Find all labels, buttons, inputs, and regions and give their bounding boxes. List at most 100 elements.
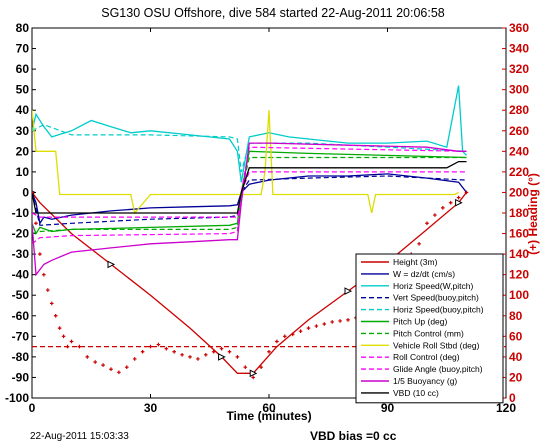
- right-axis-label: (+) Heading (°): [526, 173, 540, 255]
- heading-point: [85, 355, 90, 359]
- left-tick-label: -50: [12, 288, 30, 302]
- height-marker: [107, 260, 116, 269]
- heading-point: [49, 301, 54, 306]
- chart-title: SG130 OSU Offshore, dive 584 started 22-…: [101, 6, 445, 20]
- heading-point: [57, 326, 62, 330]
- heading-point: [53, 313, 58, 318]
- series-4-line: [32, 123, 467, 173]
- series-3-line: [32, 175, 467, 226]
- heading-point: [204, 353, 208, 357]
- legend-label: Pitch Control (mm): [393, 328, 464, 338]
- left-tick-label: -40: [12, 268, 30, 282]
- heading-point: [433, 213, 437, 217]
- right-tick-label: 0: [509, 391, 516, 405]
- series-9-line: [32, 146, 467, 245]
- left-tick-label: -30: [12, 247, 30, 261]
- bottom-tick-label: 30: [144, 401, 158, 415]
- series-2-line: [32, 85, 467, 183]
- left-axis-ticks: 80 70 60 50 40 30 20 10 0 -10 -20 -30 -40 -50 -60 -70 -8…: [5, 21, 36, 405]
- legend: Height (3m) W = dz/dt (cm/s) Horiz Speed(W…: [355, 253, 504, 404]
- series-10-line: [32, 142, 467, 277]
- right-tick-label: 180: [509, 206, 529, 220]
- right-tick-label: 280: [509, 103, 529, 117]
- heading-point: [417, 242, 421, 246]
- heading-point: [38, 252, 42, 256]
- left-tick-label: 50: [16, 83, 30, 97]
- series-5-line: [32, 150, 467, 236]
- series-8-line: [32, 171, 467, 218]
- heading-point: [441, 206, 445, 210]
- bottom-tick-label: 60: [262, 401, 276, 415]
- heading-point: [196, 357, 200, 361]
- legend-label: Height (3m): [393, 257, 438, 267]
- right-tick-label: 120: [509, 268, 529, 282]
- legend-label: Horiz Speed(W,pitch): [393, 281, 473, 291]
- left-tick-label: -90: [12, 370, 30, 384]
- heading-point: [448, 200, 453, 205]
- heading-point: [172, 349, 176, 354]
- heading-point: [227, 349, 232, 354]
- series-layer: [32, 85, 506, 380]
- heading-point: [283, 334, 287, 339]
- heading-point: [109, 367, 113, 372]
- heading-point: [314, 324, 319, 328]
- heading-point: [235, 355, 240, 359]
- right-tick-label: 140: [509, 247, 529, 261]
- heading-point: [298, 329, 303, 333]
- heading-point: [148, 344, 153, 349]
- heading-point: [61, 334, 66, 339]
- bottom-tick-label: 90: [381, 401, 395, 415]
- left-tick-label: 10: [16, 165, 30, 179]
- left-tick-label: -60: [12, 309, 30, 323]
- heading-point: [180, 353, 184, 357]
- heading-point: [34, 221, 38, 226]
- bottom-axis-ticks: 0 30 60 90 120: [29, 28, 516, 415]
- right-tick-label: 260: [509, 124, 529, 138]
- legend-label: W = dz/dt (cm/s): [393, 269, 455, 279]
- legend-box: [355, 253, 504, 404]
- bottom-tick-label: 0: [29, 401, 36, 415]
- heading-point: [93, 360, 97, 364]
- heading-point: [42, 272, 46, 277]
- series-6-line: [32, 156, 467, 235]
- legend-label: Roll Control (deg): [393, 352, 460, 362]
- right-tick-label: 60: [509, 329, 523, 343]
- bottom-tick-label: 120: [496, 401, 516, 415]
- heading-point: [164, 346, 169, 351]
- legend-label: 1/5 Buoyancy (g): [393, 376, 457, 386]
- right-tick-label: 40: [509, 350, 523, 364]
- left-tick-label: 40: [16, 103, 30, 117]
- heading-point: [322, 322, 327, 326]
- heading-point: [219, 346, 224, 351]
- heading-point: [69, 339, 74, 344]
- right-tick-label: 100: [509, 288, 529, 302]
- heading-point: [346, 318, 350, 322]
- right-tick-label: 80: [509, 309, 523, 323]
- heading-point: [306, 326, 311, 330]
- left-tick-label: -70: [12, 329, 30, 343]
- heading-point: [140, 349, 145, 354]
- heading-point: [290, 332, 295, 337]
- heading-point: [211, 349, 216, 354]
- heading-point: [338, 319, 342, 323]
- legend-label: Glide Angle (buoy,pitch): [393, 364, 483, 374]
- legend-label: Vehicle Roll Stbd (deg): [393, 340, 480, 350]
- heading-point: [275, 339, 279, 344]
- right-tick-label: 160: [509, 227, 529, 241]
- heading-point: [188, 355, 192, 359]
- legend-label: VBD (10 cc): [393, 388, 439, 398]
- heading-point: [117, 370, 121, 375]
- right-tick-label: 20: [509, 370, 523, 384]
- legend-label: Pitch Up (deg): [393, 317, 447, 327]
- heading-point: [259, 365, 263, 369]
- right-tick-label: 200: [509, 185, 529, 199]
- heading-point: [32, 190, 34, 195]
- left-tick-label: -20: [12, 227, 30, 241]
- heading-point: [46, 288, 50, 292]
- height-marker: [249, 369, 258, 378]
- left-tick-label: 30: [16, 124, 30, 138]
- left-tick-label: 60: [16, 62, 30, 76]
- height-marker: [218, 353, 226, 361]
- height-marker: [455, 198, 463, 207]
